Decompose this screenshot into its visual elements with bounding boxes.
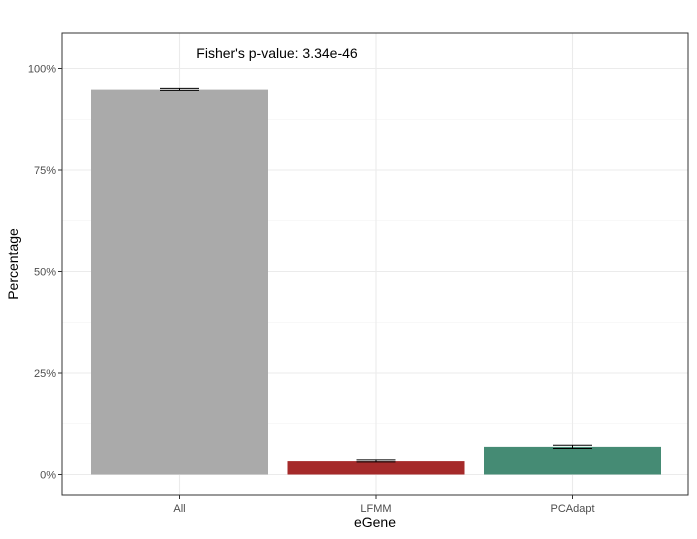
y-tick-label: 25% (34, 368, 56, 380)
x-axis: All LFMM PCAdapt (173, 495, 595, 515)
x-axis-title: eGene (354, 514, 396, 530)
fisher-annotation: Fisher's p-value: 3.34e-46 (196, 45, 358, 61)
error-bars (160, 87, 592, 463)
y-axis-title: Percentage (5, 228, 21, 300)
y-tick-label: 75% (34, 165, 56, 177)
y-tick-label: 0% (40, 470, 56, 482)
bar-all (91, 89, 268, 475)
y-axis: 0% 25% 50% 75% 100% (28, 64, 62, 482)
y-tick-label: 50% (34, 267, 56, 279)
x-tick-label: PCAdapt (550, 503, 594, 515)
bar-lfmm (287, 461, 465, 475)
bar-pcadapt (484, 446, 661, 475)
x-tick-label: All (173, 503, 185, 515)
error-bar-all (160, 87, 199, 91)
bars (91, 89, 661, 475)
error-bar-pcadapt (553, 444, 592, 450)
x-tick-label: LFMM (360, 503, 391, 515)
error-bar-lfmm (356, 459, 396, 463)
y-tick-label: 100% (28, 64, 56, 76)
plot-panel-border (61, 32, 689, 496)
